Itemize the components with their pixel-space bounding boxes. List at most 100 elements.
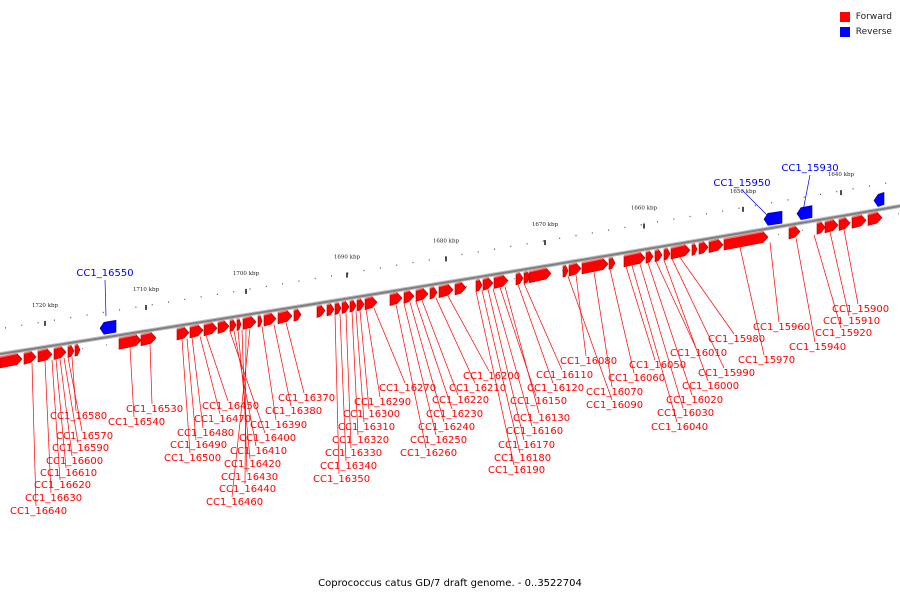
scale-dot: [5, 327, 6, 329]
forward-gene-highlight: [389, 291, 398, 296]
forward-gene-label: CC1_16460: [206, 497, 263, 508]
forward-gene-label: CC1_16540: [108, 417, 165, 428]
forward-gene-label: CC1_16440: [219, 484, 276, 495]
forward-leader-line: [129, 347, 135, 418]
forward-leader-line: [475, 291, 515, 466]
forward-leader-line: [447, 295, 490, 372]
forward-gene-label: CC1_16580: [50, 411, 107, 422]
forward-gene: [229, 319, 237, 332]
forward-gene-label: CC1_16270: [379, 383, 436, 394]
forward-gene-label: CC1_16570: [56, 431, 113, 442]
scale-dot: [102, 311, 104, 314]
forward-leader-line: [647, 262, 693, 396]
forward-gene-label: CC1_16320: [332, 435, 389, 446]
forward-leader-line: [795, 237, 816, 343]
scale-dot: [852, 188, 854, 190]
forward-leader-line: [435, 297, 476, 384]
scale-dot: [754, 204, 756, 207]
kbp-tick: [346, 272, 348, 278]
kbp-tick: [445, 256, 447, 262]
scale-dot: [249, 288, 251, 290]
forward-leader-line: [334, 314, 340, 475]
forward-gene-highlight: [263, 312, 272, 316]
legend: Forward Reverse: [839, 9, 892, 39]
forward-gene-label: CC1_16260: [400, 448, 457, 459]
forward-gene-highlight: [838, 216, 846, 221]
forward-gene: [236, 318, 242, 331]
scale-dot: [347, 272, 349, 274]
forward-leader-line: [149, 344, 153, 405]
forward-gene-label: CC1_16050: [629, 360, 686, 371]
scale-dot: [86, 314, 88, 316]
forward-leader-line: [71, 356, 77, 412]
forward-gene: [293, 308, 302, 322]
scale-dot: [314, 277, 316, 280]
scale-dot: [233, 290, 235, 293]
forward-gene-label: CC1_16090: [586, 400, 643, 411]
forward-leader-line: [231, 328, 251, 498]
forward-leader-line: [373, 308, 406, 384]
scale-dot: [461, 253, 463, 256]
forward-gene-label: CC1_15980: [708, 334, 765, 345]
scale-dot: [135, 306, 137, 308]
forward-gene-label: CC1_16640: [10, 506, 67, 517]
forward-gene-highlight: [429, 286, 434, 289]
kbp-label: 1690 kbp: [334, 255, 361, 261]
forward-gene-label: CC1_16250: [410, 435, 467, 446]
gene-label-layer: CC1_16550 CC1_15950 CC1_15930 CC1_16640 CC1_…: [10, 163, 889, 517]
forward-gene-highlight: [415, 287, 424, 292]
reverse-gene: [796, 205, 813, 220]
forward-gene: [74, 344, 81, 357]
forward-leader-line: [55, 359, 67, 469]
lower-scale-dot: [802, 229, 803, 231]
forward-gene-highlight: [364, 295, 373, 300]
forward-gene-label: CC1_16300: [343, 409, 400, 420]
reverse-swatch: [839, 26, 850, 37]
forward-gene-highlight: [623, 251, 641, 257]
scale-dot: [168, 301, 169, 303]
forward-gene-label: CC1_16500: [164, 453, 221, 464]
forward-gene-label: CC1_16200: [463, 371, 520, 382]
forward-gene-highlight: [438, 283, 449, 288]
forward-leader-line: [233, 330, 257, 447]
forward-gene-label: CC1_16380: [265, 406, 322, 417]
forward-gene-highlight: [74, 343, 78, 346]
forward-leader-line: [403, 303, 437, 436]
scale-dot: [542, 240, 544, 242]
forward-gene-label: CC1_16480: [177, 428, 234, 439]
forward-leader-line: [229, 331, 266, 434]
scale-dot: [412, 261, 414, 264]
scale-dot: [689, 215, 691, 218]
forward-leader-line: [44, 360, 52, 494]
kbp-label: 1720 kbp: [32, 303, 59, 309]
forward-gene-label: CC1_16150: [510, 396, 567, 407]
legend-forward: Forward: [839, 9, 892, 24]
scale-dot: [705, 213, 707, 215]
forward-gene-label: CC1_16620: [34, 480, 91, 491]
forward-leader-line: [499, 287, 537, 397]
forward-gene-label: CC1_16340: [320, 461, 377, 472]
forward-leader-line: [769, 242, 780, 323]
forward-gene-highlight: [670, 244, 686, 249]
forward-gene-label: CC1_16000: [682, 381, 739, 392]
lower-scale-dot: [106, 344, 107, 346]
scale-dot: [494, 248, 495, 250]
scale-dot: [640, 224, 642, 226]
forward-leader-line: [517, 284, 554, 384]
legend-forward-label: Forward: [855, 11, 892, 22]
forward-leader-line: [31, 362, 37, 507]
forward-gene-label: CC1_16120: [527, 383, 584, 394]
forward-gene-highlight: [581, 257, 604, 264]
scale-dot: [624, 226, 626, 229]
forward-leader-line: [409, 302, 445, 423]
forward-gene-label: CC1_16590: [52, 443, 109, 454]
reverse-leader-line: [741, 189, 771, 219]
forward-gene-highlight: [816, 221, 822, 224]
forward-gene-highlight: [118, 334, 137, 339]
forward-leader-line: [843, 229, 859, 305]
scale-dot: [608, 229, 610, 231]
lower-scale-dot: [82, 348, 83, 350]
forward-gene-highlight: [242, 315, 252, 320]
forward-leader-line: [625, 266, 656, 361]
forward-gene: [257, 314, 263, 328]
